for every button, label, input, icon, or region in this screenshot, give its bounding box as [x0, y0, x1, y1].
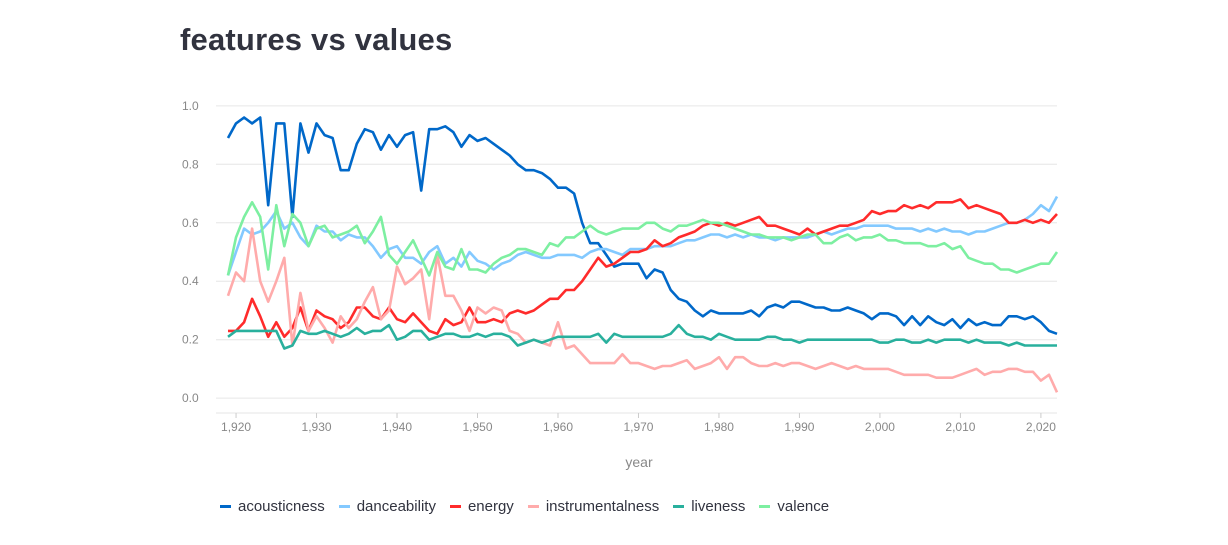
x-axis-title: year — [625, 454, 653, 470]
y-tick-label: 0.2 — [182, 333, 199, 347]
legend-label: liveness — [691, 498, 746, 515]
x-tick-label: 1,950 — [462, 420, 492, 434]
legend-swatch — [759, 505, 771, 508]
x-tick-label: 1,930 — [302, 420, 332, 434]
legend-label: acousticness — [238, 498, 325, 515]
legend-item-energy[interactable]: energy — [449, 498, 514, 515]
legend-swatch — [338, 505, 350, 508]
x-tick-label: 1,990 — [784, 420, 814, 434]
x-tick-label: 1,920 — [221, 420, 251, 434]
legend-item-liveness[interactable]: liveness — [673, 498, 745, 515]
grid-lines — [216, 105, 1057, 414]
series-lines — [226, 116, 1059, 393]
y-tick-label: 0.8 — [182, 157, 199, 171]
x-tick-label: 2,010 — [945, 420, 975, 434]
y-axis-ticks: 0.0 0.2 0.4 0.6 0.8 1.0 — [182, 99, 199, 405]
legend: acousticness danceability energy instrument… — [220, 498, 843, 515]
series-line-valence[interactable] — [226, 201, 1059, 277]
series-line-danceability[interactable] — [226, 195, 1059, 276]
series-line-instrumentalness[interactable] — [226, 227, 1059, 393]
x-tick-label: 1,940 — [382, 420, 412, 434]
legend-label: valence — [777, 498, 830, 515]
x-tick-label: 2,000 — [865, 420, 895, 434]
chart-title: features vs values — [180, 22, 453, 57]
y-tick-label: 1.0 — [182, 99, 199, 113]
x-tick-label: 1,970 — [623, 420, 653, 434]
x-axis-ticks: 1,920 1,930 1,940 1,950 1,960 1,970 1,980 1,990… — [221, 413, 1056, 434]
y-tick-label: 0.6 — [182, 216, 199, 230]
legend-swatch — [527, 505, 539, 508]
y-tick-label: 0.0 — [182, 391, 199, 405]
x-tick-label: 1,960 — [543, 420, 573, 434]
legend-item-danceability[interactable]: danceability — [338, 498, 436, 515]
x-tick-label: 2,020 — [1026, 420, 1056, 434]
y-tick-label: 0.4 — [182, 274, 199, 288]
legend-item-valence[interactable]: valence — [759, 498, 829, 515]
legend-swatch — [449, 505, 461, 508]
series-line-energy[interactable] — [228, 198, 1058, 339]
legend-label: instrumentalness — [545, 498, 660, 515]
series-line-acousticness[interactable] — [226, 116, 1058, 336]
legend-label: danceability — [356, 498, 436, 515]
legend-swatch — [220, 505, 231, 508]
legend-swatch — [673, 505, 685, 508]
series-line-liveness[interactable] — [227, 323, 1057, 350]
legend-item-instrumentalness[interactable]: instrumentalness — [527, 498, 660, 515]
legend-item-acousticness[interactable]: acousticness — [220, 498, 325, 515]
x-tick-label: 1,980 — [704, 420, 734, 434]
legend-label: energy — [467, 498, 514, 515]
